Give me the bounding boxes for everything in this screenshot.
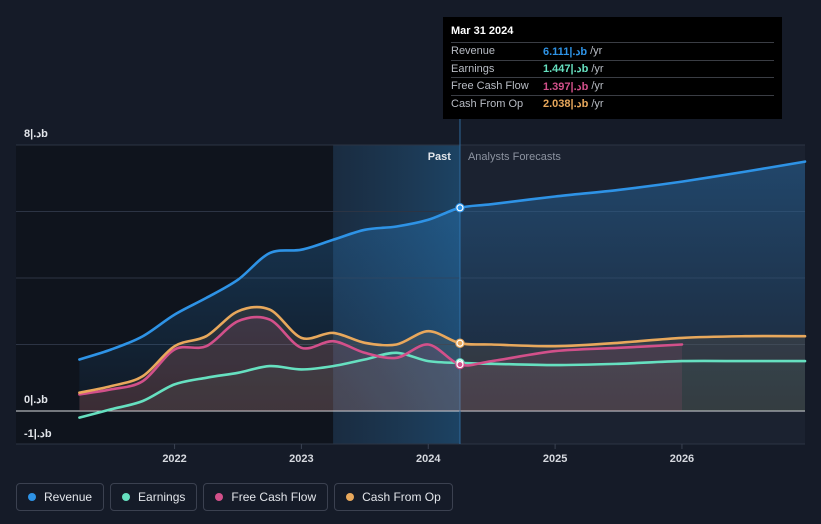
tooltip-value: 6.111|.دb — [543, 45, 588, 58]
marker-dot — [456, 339, 464, 347]
tooltip-row-revenue: Revenue 6.111|.دb /yr — [451, 42, 774, 60]
x-tick-label: 2025 — [543, 453, 567, 465]
tooltip-value: 1.397|.دb — [543, 80, 589, 93]
tooltip-label: Free Cash Flow — [451, 80, 529, 93]
tooltip-label: Cash From Op — [451, 97, 524, 110]
tooltip-date: Mar 31 2024 — [451, 25, 514, 37]
legend-dot-icon — [346, 493, 355, 501]
legend-label: Revenue — [44, 490, 93, 504]
legend-item-cash-from-op[interactable]: Cash From Op — [334, 483, 453, 511]
legend-label: Cash From Op — [362, 490, 441, 504]
legend-label: Earnings — [138, 490, 186, 504]
y-label-bottom: -1|.دb — [24, 428, 52, 440]
x-tick-label: 2024 — [416, 453, 441, 465]
tooltip-row-cash-from-op: Cash From Op 2.038|.دb /yr — [451, 94, 774, 113]
area-free-cash-flow — [79, 317, 682, 411]
past-label: Past — [428, 151, 452, 163]
y-label-zero: 0|.دb — [24, 394, 48, 406]
tooltip-value: 2.038|.دb — [543, 98, 589, 111]
x-tick-label: 2023 — [289, 453, 313, 465]
legend-item-earnings[interactable]: Earnings — [110, 483, 198, 511]
legend-dot-icon — [122, 493, 131, 501]
legend-item-free-cash-flow[interactable]: Free Cash Flow — [203, 483, 329, 511]
legend-dot-icon — [215, 493, 224, 501]
legend: Revenue Earnings Free Cash Flow Cash Fro… — [16, 483, 453, 511]
x-tick-label: 2022 — [162, 453, 186, 465]
legend-item-revenue[interactable]: Revenue — [16, 483, 105, 511]
y-label-top: 8|.دb — [24, 128, 48, 140]
legend-label: Free Cash Flow — [231, 490, 317, 504]
area-cash-from-op — [79, 307, 805, 411]
tooltip: Mar 31 2024 Revenue 6.111|.دb /yr Earnin… — [443, 17, 782, 119]
forecast-label: Analysts Forecasts — [468, 151, 561, 163]
tooltip-unit: /yr — [591, 80, 604, 93]
tooltip-row-free-cash-flow: Free Cash Flow 1.397|.دb /yr — [451, 77, 774, 95]
tooltip-label: Revenue — [451, 45, 496, 58]
marker-dot — [456, 204, 464, 212]
tooltip-value: 1.447|.دb — [543, 63, 589, 76]
area-earnings — [79, 352, 805, 418]
legend-dot-icon — [28, 493, 36, 501]
tooltip-unit: /yr — [591, 97, 604, 110]
tooltip-unit: /yr — [591, 62, 604, 75]
marker-dot — [456, 360, 464, 369]
line-revenue — [78, 160, 807, 361]
line-earnings — [78, 351, 807, 419]
x-tick-label: 2026 — [670, 453, 694, 465]
tooltip-unit: /yr — [590, 45, 603, 58]
line-free-cash-flow — [78, 315, 684, 396]
tooltip-label: Earnings — [451, 62, 495, 75]
tooltip-row-earnings: Earnings 1.447|.دb /yr — [451, 59, 774, 78]
line-cash-from-op — [78, 305, 807, 394]
